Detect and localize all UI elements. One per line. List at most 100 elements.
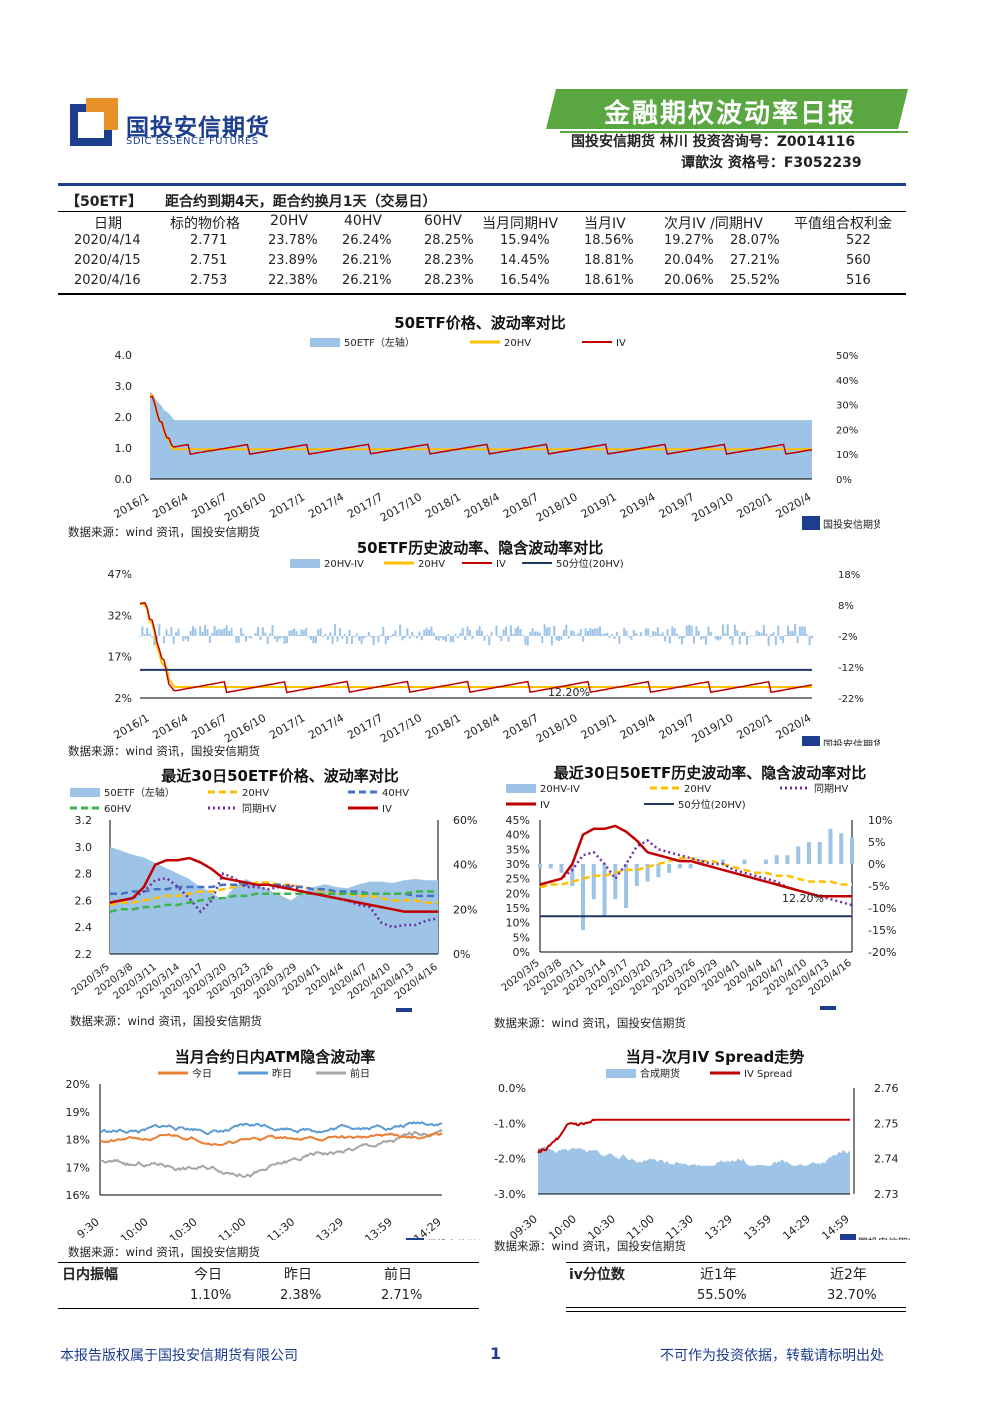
diff-bar [613,864,618,900]
legend-swatch [606,1069,636,1078]
summary-cell: 20.04% [664,253,714,268]
summary-row: 2020/4/16 2.753 22.38% 26.21% 28.23% 16.54% 18… [58,273,906,293]
y-tick-right: 40% [836,376,858,387]
chart2-source: 数据来源：wind 资讯，国投安信期货 [68,744,260,758]
x-tick: 13:29 [702,1212,735,1240]
summary-cell: 26.21% [342,253,392,268]
mini-logo-icon [840,1234,856,1240]
diff-bar [548,864,553,869]
y-tick-right: -2% [838,632,857,643]
y-tick-left: 3.2 [75,814,93,827]
legend-label: 20HV [418,559,445,570]
chart5-source: 数据来源：wind 资讯，国投安信期货 [68,1245,260,1259]
y-tick-left: 20% [506,887,530,900]
y-tick-right: 30% [836,401,858,412]
y-tick-right: 10% [868,814,892,827]
y-tick-right: 20% [453,903,477,916]
amp-header-before: 前日 [384,1267,412,1283]
x-tick: 2020/1 [735,490,775,521]
y-tick-left: -2.0% [494,1153,526,1166]
col-date: 日期 [94,216,122,232]
x-tick: 11:30 [663,1212,696,1240]
summary-cell: 20.06% [664,273,714,288]
amp-header-today: 今日 [194,1267,222,1283]
mini-logo-icon [802,736,820,746]
legend-label: IV [616,338,626,349]
mini-logo-text: 国投安信期货 [427,1238,480,1240]
x-tick: 2019/1 [579,711,619,742]
summary-table: 日期 标的物价格 20HV 40HV 60HV 当月同期HV 当月IV 次月IV… [58,213,906,293]
x-tick: 10:30 [585,1212,618,1240]
diff-bar [742,859,747,864]
y-tick-right: 8% [838,601,854,612]
y-tick-left: 19% [66,1106,90,1119]
x-tick: 11:00 [624,1212,657,1240]
x-tick: 13:29 [314,1215,347,1240]
amp-value-yesterday: 2.38% [280,1288,322,1303]
col-price: 标的物价格 [170,216,240,232]
y-tick-left: 40% [506,829,530,842]
today-line [99,1132,443,1147]
y-tick-right: 5% [868,836,885,849]
title-banner [546,89,908,129]
y-tick-right: 2.76 [874,1082,899,1095]
col-premium: 平值组合权利金 [794,216,892,232]
x-tick: 10:30 [167,1215,200,1240]
y-tick-left: 2.2 [75,948,93,961]
legend-label: IV [540,800,550,811]
legend-label: 20HV-IV [324,559,364,570]
y-tick-right: 60% [453,814,477,827]
percentile-annotation: 12.20% [548,686,590,699]
y-tick-right: 2.74 [874,1153,899,1166]
legend-label: 50分位(20HV) [678,798,746,811]
summary-cell: 2.771 [190,233,228,248]
summary-cell: 14.45% [500,253,550,268]
x-tick: 2018/10 [534,711,580,745]
chart3: 50ETF（左轴） 20HV 40HV 60HV 同期HV IV 3.2 3.0 2.8 2.6 2… [70,786,477,1012]
summary-tag: 【50ETF】 [66,194,143,210]
iv-line [539,824,852,898]
summary-cell: 19.27% [664,233,714,248]
hv60-line [109,890,438,913]
y-tick-left: 4.0 [115,349,133,362]
y-tick-left: 2.8 [75,868,93,881]
summary-cell: 2020/4/15 [74,253,141,268]
summary-cell: 2020/4/14 [74,233,141,248]
chart4-title: 最近30日50ETF历史波动率、隐含波动率对比 [553,764,867,782]
summary-header-row: 日期 标的物价格 20HV 40HV 60HV 当月同期HV 当月IV 次月IV… [58,213,906,233]
y-tick-left: 47% [108,568,132,581]
y-tick-right: 0% [453,948,470,961]
legend-label: 前日 [350,1067,370,1080]
y-tick-left: 10% [506,917,530,930]
summary-row: 2020/4/15 2.751 23.89% 26.21% 28.23% 14.45% 18… [58,253,906,273]
y-tick-left: 45% [506,814,530,827]
y-tick-right: 20% [836,425,858,436]
summary-cell: 516 [846,273,871,288]
mini-logo-text: 国投安信期货 [858,1236,910,1240]
col-same-hv: 当月同期HV [482,216,559,232]
diff-bar [667,864,672,873]
y-tick-right: -22% [838,694,864,705]
x-tick: 14:29 [780,1212,813,1240]
x-tick: 2016/4 [150,711,190,742]
diff-bar [591,864,596,900]
chart1-source: 数据来源：wind 资讯，国投安信期货 [68,525,260,539]
x-tick: 2017/1 [267,490,307,521]
analyst-line-1: 国投安信期货 林川 投资咨询号：Z0014116 [571,134,856,150]
amp-value-today: 1.10% [190,1288,232,1303]
brand-name-en: SDIC ESSENCE FUTURES [126,136,259,147]
diff-bar [624,864,629,908]
yesterday-line [99,1120,443,1136]
diff-bar [839,833,844,864]
price-area [110,846,438,954]
diff-bar [677,864,682,869]
legend-label: 50分位(20HV) [556,557,624,570]
legend-label: 今日 [192,1067,212,1080]
y-tick-left: 2.6 [75,894,93,907]
diff-bar [634,864,639,886]
x-tick: 2018/1 [423,711,463,742]
y-tick-left: -3.0% [494,1188,526,1201]
x-tick: 14:29 [411,1215,444,1240]
analyst-line-2: 谭歆汝 资格号：F3052239 [681,155,862,171]
x-tick: 11:30 [265,1215,298,1240]
